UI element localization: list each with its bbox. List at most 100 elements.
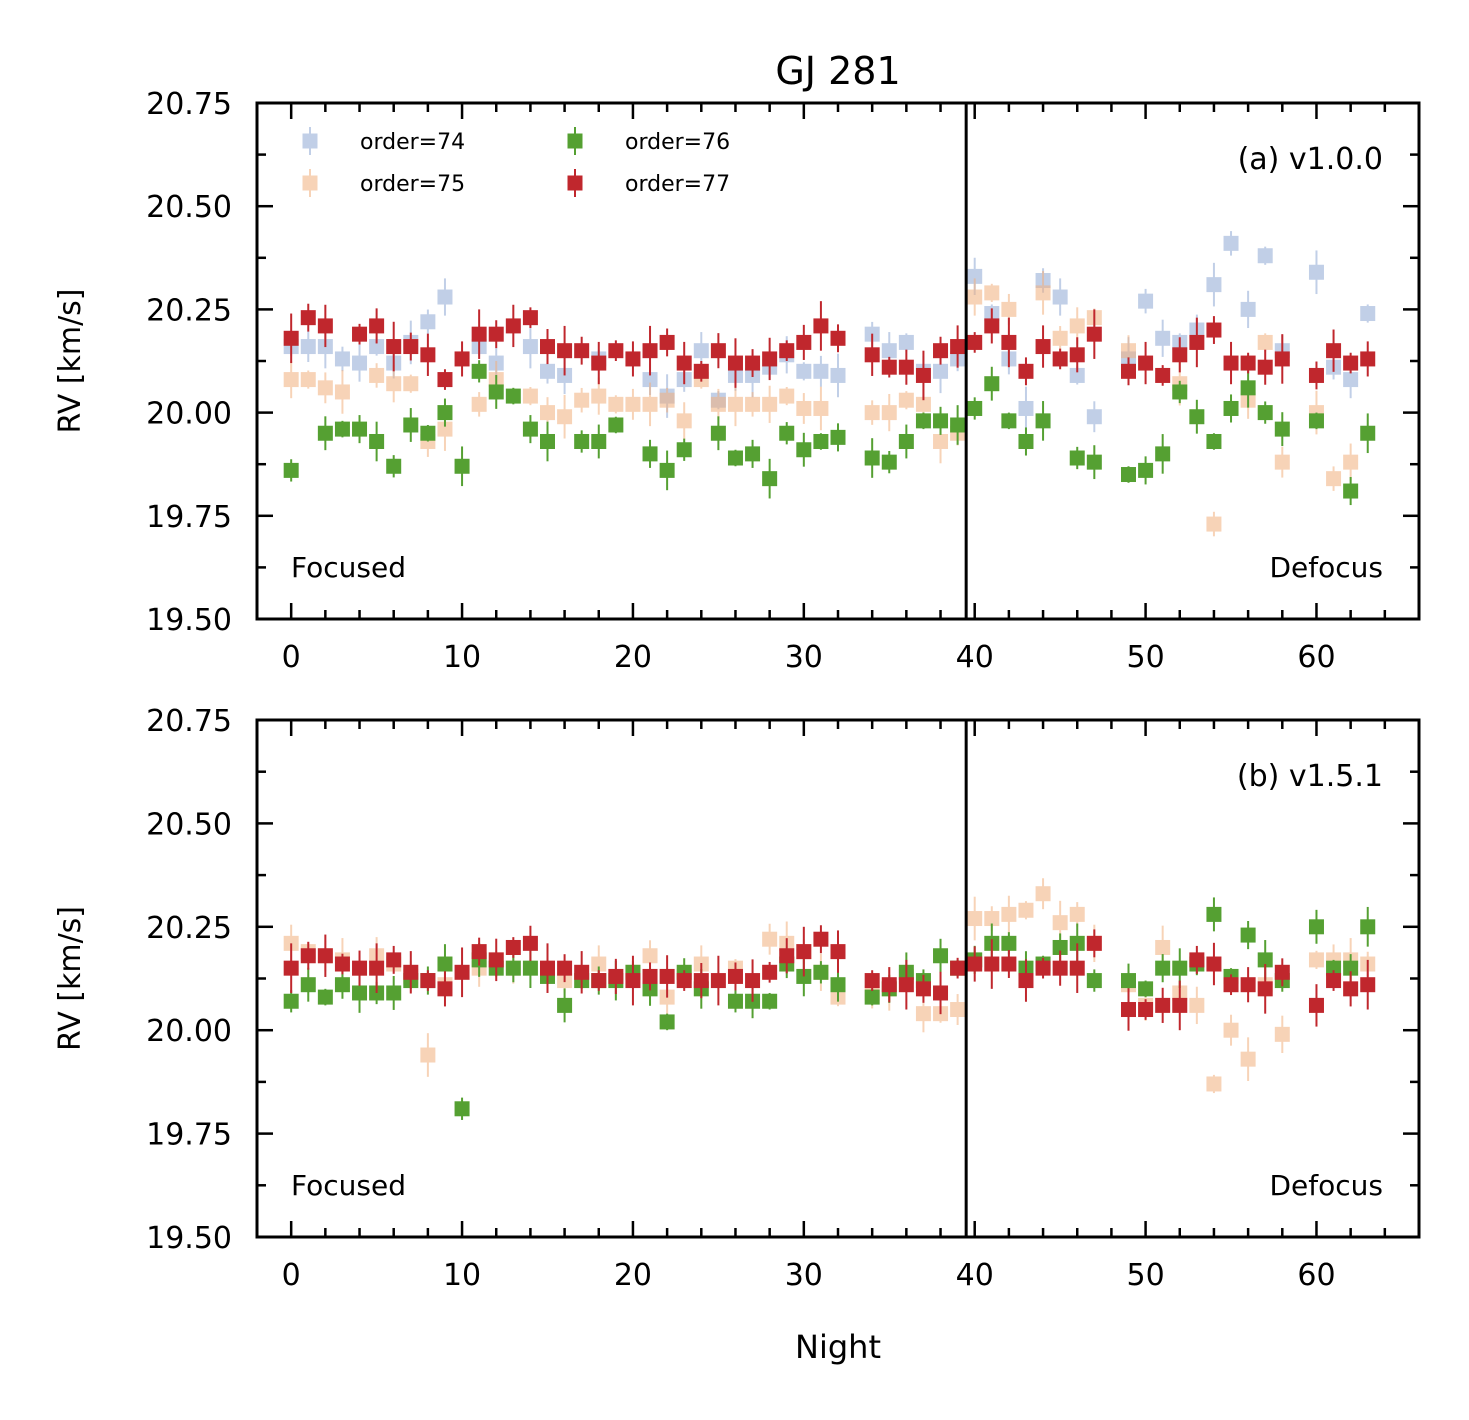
data-point-order-76 bbox=[710, 416, 726, 451]
data-point-order-77 bbox=[454, 341, 470, 377]
data-point-order-76 bbox=[779, 422, 795, 445]
data-point-order-77 bbox=[317, 304, 333, 348]
data-point-order-74 bbox=[1240, 290, 1256, 329]
data-point-order-76 bbox=[864, 438, 880, 478]
panel-b-axes: 0 10 20 30 40 50 60 19.50 19.75 20.00 20.25 20.50 20… bbox=[146, 704, 1421, 1293]
data-point-order-76 bbox=[1086, 445, 1102, 480]
x-tick-label: 40 bbox=[956, 640, 994, 675]
panel-b-focused-label: Focused bbox=[291, 1169, 406, 1202]
x-tick-label: 50 bbox=[1126, 1258, 1164, 1293]
data-point-order-77 bbox=[676, 970, 692, 991]
data-point-order-77 bbox=[950, 325, 966, 368]
data-point-order-75 bbox=[676, 402, 692, 440]
data-point-order-76 bbox=[608, 416, 624, 434]
data-point-order-76 bbox=[1018, 427, 1034, 456]
data-point-order-77 bbox=[727, 962, 743, 991]
data-point-order-77 bbox=[1001, 950, 1017, 978]
data-point-order-77 bbox=[813, 925, 829, 954]
data-point-order-77 bbox=[676, 341, 692, 385]
data-point-order-76 bbox=[830, 423, 846, 452]
data-point-order-77 bbox=[1018, 357, 1034, 386]
legend-label: order=77 bbox=[625, 172, 730, 197]
data-point-order-77 bbox=[369, 308, 385, 344]
data-point-order-77 bbox=[762, 961, 778, 983]
data-point-order-77 bbox=[881, 967, 897, 1003]
data-point-order-74 bbox=[334, 346, 350, 372]
data-point-order-74 bbox=[1223, 231, 1239, 256]
x-tick-label: 20 bbox=[614, 1258, 652, 1293]
panel-a-version-label: (a) v1.0.0 bbox=[1238, 142, 1383, 177]
legend-label: order=75 bbox=[360, 172, 465, 197]
data-point-order-76 bbox=[1308, 909, 1324, 944]
data-point-order-75 bbox=[967, 278, 983, 316]
data-point-order-75 bbox=[950, 994, 966, 1025]
data-point-order-76 bbox=[522, 415, 538, 444]
data-point-order-74 bbox=[796, 362, 812, 381]
data-point-order-74 bbox=[1138, 288, 1154, 314]
data-point-order-77 bbox=[898, 349, 914, 385]
data-point-order-77 bbox=[403, 951, 419, 994]
data-point-order-76 bbox=[454, 1097, 470, 1120]
data-point-order-76 bbox=[1121, 466, 1136, 483]
data-point-order-76 bbox=[745, 439, 761, 468]
data-point-order-76 bbox=[403, 408, 419, 442]
data-point-order-76 bbox=[574, 430, 590, 453]
data-point-order-77 bbox=[403, 332, 419, 361]
data-point-order-77 bbox=[1343, 971, 1359, 1007]
data-point-order-76 bbox=[933, 938, 949, 973]
data-point-order-77 bbox=[488, 320, 504, 349]
data-point-order-77 bbox=[283, 943, 299, 993]
data-point-order-77 bbox=[1138, 341, 1154, 385]
data-point-order-77 bbox=[1035, 957, 1051, 979]
data-point-order-75 bbox=[881, 393, 897, 432]
data-point-order-77 bbox=[608, 340, 624, 361]
data-point-order-77 bbox=[471, 937, 487, 966]
data-point-order-77 bbox=[693, 361, 709, 382]
y-tick-label: 20.50 bbox=[146, 190, 232, 225]
legend-entry-order-77: order=77 bbox=[567, 169, 730, 197]
data-point-order-75 bbox=[1274, 1015, 1290, 1053]
data-point-order-74 bbox=[1360, 304, 1376, 323]
data-point-order-76 bbox=[557, 988, 573, 1023]
data-point-order-77 bbox=[522, 925, 538, 961]
data-point-order-77 bbox=[1240, 352, 1256, 374]
data-point-order-76 bbox=[1223, 394, 1239, 423]
data-point-order-76 bbox=[454, 446, 470, 487]
data-point-order-76 bbox=[1206, 897, 1222, 932]
data-point-order-77 bbox=[898, 959, 914, 1010]
data-point-order-76 bbox=[1360, 906, 1376, 947]
data-point-order-76 bbox=[420, 424, 436, 442]
panel-a-focused-label: Focused bbox=[291, 551, 406, 584]
data-point-order-77 bbox=[505, 304, 521, 348]
data-point-order-76 bbox=[317, 988, 333, 1006]
data-point-order-77 bbox=[1035, 325, 1051, 368]
data-point-order-74 bbox=[1018, 386, 1034, 431]
data-point-order-77 bbox=[762, 337, 778, 381]
data-point-order-77 bbox=[967, 332, 983, 353]
data-point-order-75 bbox=[967, 896, 983, 941]
data-point-order-77 bbox=[488, 938, 504, 982]
data-point-order-75 bbox=[984, 283, 1000, 302]
data-point-order-77 bbox=[950, 957, 966, 979]
data-point-order-76 bbox=[1069, 446, 1085, 470]
y-tick-label: 20.25 bbox=[146, 293, 232, 328]
data-point-order-75 bbox=[369, 363, 385, 388]
data-point-order-74 bbox=[1052, 278, 1068, 316]
x-tick-label: 30 bbox=[785, 1258, 823, 1293]
data-point-order-77 bbox=[352, 950, 368, 986]
panel-a-defocus-label: Defocus bbox=[1269, 551, 1383, 584]
data-point-order-74 bbox=[437, 278, 453, 316]
data-point-order-76 bbox=[505, 387, 521, 405]
data-point-order-76 bbox=[950, 405, 966, 445]
data-point-order-76 bbox=[300, 967, 316, 1002]
data-point-order-77 bbox=[1189, 945, 1205, 974]
data-point-order-77 bbox=[984, 308, 1000, 344]
data-point-order-77 bbox=[642, 325, 658, 376]
data-point-order-77 bbox=[1274, 334, 1290, 384]
data-point-order-76 bbox=[727, 990, 743, 1013]
x-tick-label: 10 bbox=[443, 1258, 481, 1293]
data-point-order-76 bbox=[352, 415, 368, 444]
data-point-order-77 bbox=[1052, 950, 1068, 986]
data-point-order-76 bbox=[334, 970, 350, 999]
data-point-order-77 bbox=[1155, 365, 1171, 386]
